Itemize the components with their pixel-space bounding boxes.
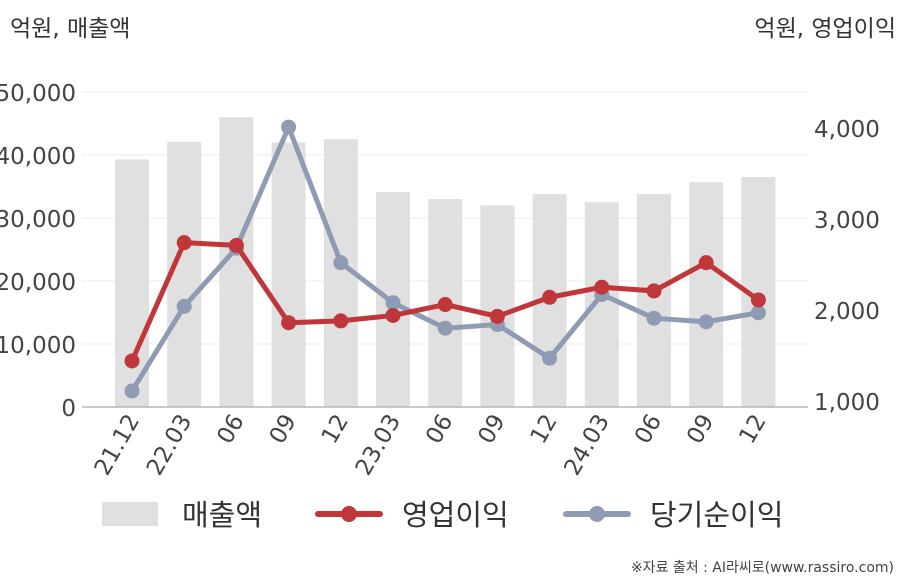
- revenue-bar: [584, 202, 619, 407]
- net-income-point: [385, 295, 401, 311]
- operating-profit-point: [594, 279, 610, 295]
- legend-operating-profit-swatch-marker: [341, 506, 357, 522]
- operating-profit-point: [489, 308, 505, 324]
- left-axis-title: 억원, 매출액: [10, 16, 130, 42]
- net-income-point: [281, 119, 297, 135]
- source-note: ※자료 출처 : AI라씨로(www.rassiro.com): [631, 560, 894, 576]
- x-tick-label: 12: [526, 410, 563, 448]
- right-tick-label: 3,000: [814, 208, 880, 234]
- net-income-point: [176, 298, 192, 314]
- operating-profit-point: [750, 292, 766, 308]
- x-tick-label: 09: [265, 410, 302, 448]
- x-tick-label: 23.03: [351, 410, 406, 480]
- legend-net-income-swatch-marker: [589, 506, 605, 522]
- operating-profit-point: [333, 313, 349, 329]
- right-tick-label: 2,000: [814, 299, 880, 325]
- x-tick-label: 12: [317, 410, 354, 448]
- x-tick-label: 22.03: [142, 410, 197, 480]
- net-income-point: [698, 314, 714, 330]
- operating-profit-point: [176, 235, 192, 251]
- right-tick-label: 1,000: [814, 390, 880, 416]
- net-income-point: [333, 255, 349, 271]
- legend-revenue-swatch: [102, 502, 158, 526]
- left-tick-label: 20,000: [0, 270, 76, 296]
- left-tick-label: 0: [61, 396, 76, 422]
- operating-profit-point: [646, 283, 662, 299]
- revenue-bar: [271, 142, 306, 407]
- left-tick-label: 10,000: [0, 333, 76, 359]
- net-income-point: [750, 305, 766, 321]
- left-tick-label: 40,000: [0, 144, 76, 170]
- operating-profit-point: [698, 255, 714, 271]
- net-income-point: [437, 320, 453, 336]
- net-income-point: [542, 350, 558, 366]
- right-tick-label: 4,000: [814, 117, 880, 143]
- revenue-bar: [480, 205, 515, 407]
- x-tick-label: 06: [421, 410, 458, 448]
- x-tick-label: 21.12: [90, 410, 145, 480]
- legend-net-income-label: 당기순이익: [650, 498, 783, 532]
- net-income-point: [646, 310, 662, 326]
- right-axis-title: 억원, 영업이익: [754, 16, 896, 42]
- operating-profit-point: [228, 237, 244, 253]
- revenue-bars: [115, 117, 776, 407]
- profit-lines: [124, 119, 766, 399]
- x-tick-label: 06: [212, 410, 249, 448]
- x-tick-label: 09: [473, 410, 510, 448]
- operating-profit-point: [124, 353, 140, 369]
- revenue-bar: [689, 182, 724, 407]
- legend-revenue-label: 매출액: [182, 498, 262, 532]
- revenue-bar: [637, 194, 671, 407]
- operating-profit-point: [437, 297, 453, 313]
- net-income-point: [124, 383, 140, 399]
- x-tick-label: 12: [734, 410, 771, 448]
- left-tick-label: 30,000: [0, 207, 76, 233]
- operating-profit-point: [542, 289, 558, 305]
- left-tick-label: 50,000: [0, 81, 76, 107]
- operating-profit-point: [385, 307, 401, 323]
- x-tick-label: 24.03: [560, 410, 615, 480]
- legend: 매출액 영업이익 당기순이익: [102, 498, 783, 532]
- operating-profit-point: [281, 315, 297, 331]
- x-tick-label: 09: [682, 410, 719, 448]
- legend-operating-profit-label: 영업이익: [402, 498, 509, 532]
- x-tick-label: 06: [630, 410, 667, 448]
